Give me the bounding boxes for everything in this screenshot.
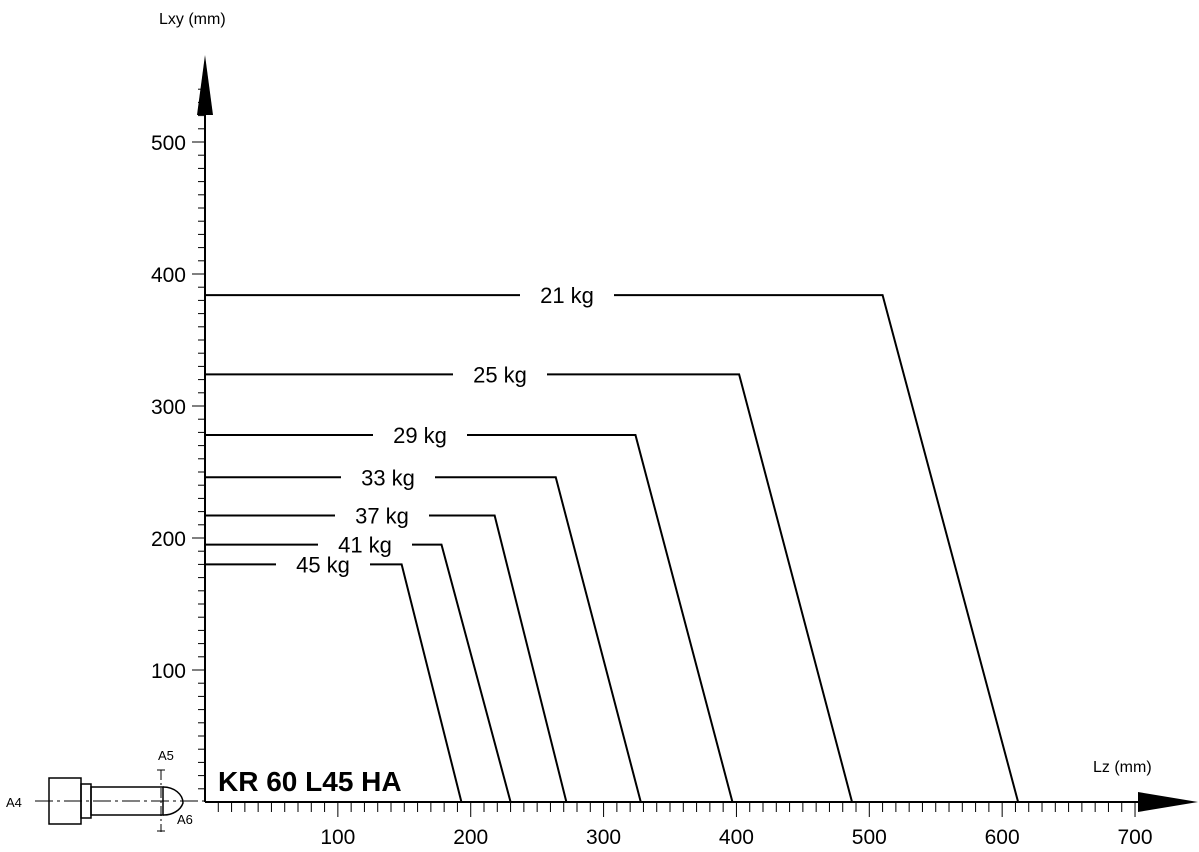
x-tick-label: 300	[586, 826, 621, 849]
x-axis-title: Lz (mm)	[1093, 759, 1152, 776]
chart-title: KR 60 L45 HA	[218, 766, 402, 797]
curve-label-29-kg: 29 kg	[393, 423, 447, 448]
y-tick-label: 200	[151, 528, 186, 551]
curve-label-21-kg: 21 kg	[540, 283, 594, 308]
wrist-joint-arc	[162, 786, 184, 816]
curve-37-kg	[205, 514, 568, 803]
curve-45-kg	[205, 563, 463, 803]
curve-29-kg	[205, 434, 734, 803]
curve-label-37-kg: 37 kg	[355, 504, 409, 529]
curve-33-kg	[205, 476, 642, 803]
y-tick-label: 300	[151, 396, 186, 419]
x-tick-label: 700	[1117, 826, 1152, 849]
curve-41-kg	[205, 543, 512, 803]
curve-25-kg	[205, 373, 853, 803]
y-tick-label: 500	[151, 132, 186, 155]
x-tick-label: 600	[985, 826, 1020, 849]
wrist-label-a4: A4	[6, 795, 22, 810]
y-axis-arrow-icon	[197, 55, 213, 115]
curve-label-45-kg: 45 kg	[296, 552, 350, 577]
curve-label-41-kg: 41 kg	[338, 533, 392, 558]
curve-label-33-kg: 33 kg	[361, 465, 415, 490]
y-tick-label: 400	[151, 264, 186, 287]
curve-label-25-kg: 25 kg	[473, 362, 527, 387]
x-axis-minor-ticks	[217, 802, 1136, 817]
y-tick-label: 100	[151, 660, 186, 683]
wrist-label-a6: A6	[177, 812, 193, 827]
x-tick-label: 200	[453, 826, 488, 849]
x-tick-label: 400	[719, 826, 754, 849]
robot-wrist-icon	[35, 769, 205, 832]
x-tick-label: 500	[852, 826, 887, 849]
x-axis-arrow-icon	[1138, 792, 1198, 812]
curve-21-kg	[205, 294, 1020, 803]
x-tick-label: 100	[320, 826, 355, 849]
wrist-label-a5: A5	[158, 748, 174, 763]
y-axis-title: Lxy (mm)	[159, 11, 226, 28]
y-axis-minor-ticks	[192, 88, 205, 790]
